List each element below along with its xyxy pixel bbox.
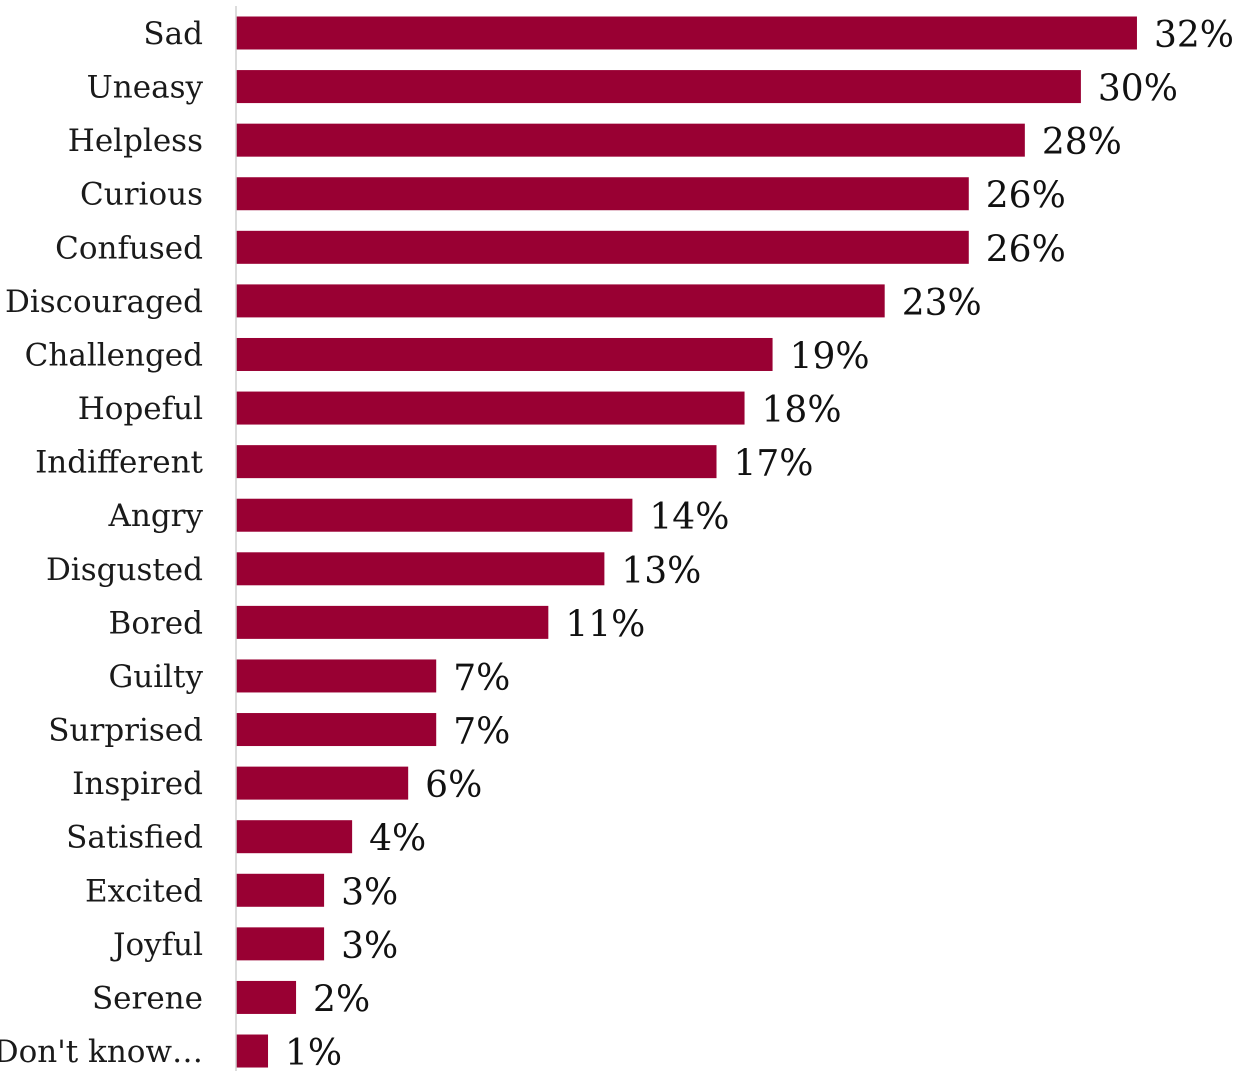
bar (236, 230, 969, 264)
value-label: 30% (1098, 69, 1178, 110)
bar (236, 70, 1081, 104)
value-label: 6% (425, 765, 482, 806)
value-labels-group: 32%30%28%26%26%23%19%18%17%14%13%11%7%7%… (285, 15, 1234, 1071)
bar (236, 16, 1137, 50)
bar (236, 337, 773, 371)
value-label: 19% (790, 336, 870, 377)
category-label: Guilty (108, 659, 203, 695)
value-label: 18% (762, 390, 842, 431)
category-label: Uneasy (87, 70, 204, 106)
value-label: 23% (902, 283, 982, 324)
category-label: Challenged (25, 337, 203, 373)
value-label: 28% (1042, 122, 1122, 163)
category-label: Sad (143, 16, 203, 52)
value-label: 3% (341, 872, 398, 913)
category-label: Helpless (68, 123, 203, 159)
category-label: Satisfied (66, 820, 203, 856)
category-label: Disgusted (46, 552, 203, 588)
value-label: 3% (341, 926, 398, 967)
category-label: Don't know… (0, 1034, 203, 1070)
category-label: Joyful (110, 927, 203, 963)
value-label: 11% (565, 604, 645, 645)
bar (236, 391, 745, 425)
category-label: Curious (80, 177, 203, 213)
bar (236, 873, 325, 907)
bar (236, 284, 885, 318)
bar (236, 177, 969, 211)
category-label: Discouraged (5, 284, 203, 320)
value-label: 7% (453, 712, 510, 753)
bar (236, 713, 437, 747)
category-label: Angry (107, 498, 203, 534)
category-label: Serene (92, 980, 203, 1016)
bar (236, 980, 297, 1014)
value-label: 26% (986, 176, 1066, 217)
category-label: Bored (109, 605, 203, 641)
bar (236, 445, 717, 479)
category-label: Indifferent (35, 445, 203, 481)
bars-group (236, 16, 1137, 1068)
value-label: 2% (313, 979, 370, 1020)
bar (236, 927, 325, 961)
value-label: 14% (649, 497, 729, 538)
category-labels-group: Sad Uneasy Helpless Curious Confused Discoura… (0, 16, 204, 1070)
category-label: Inspired (72, 766, 203, 802)
value-label: 4% (369, 819, 426, 860)
category-label: Excited (85, 873, 203, 909)
category-label: Confused (55, 230, 203, 266)
bar (236, 605, 549, 639)
bar (236, 123, 1025, 157)
category-label: Hopeful (78, 391, 203, 427)
bar (236, 552, 605, 586)
bar (236, 766, 409, 800)
value-label: 7% (453, 658, 510, 699)
value-label: 17% (734, 444, 814, 485)
bar (236, 1034, 269, 1068)
bar (236, 659, 437, 693)
value-label: 13% (621, 551, 701, 592)
value-label: 1% (285, 1033, 342, 1071)
value-label: 32% (1154, 15, 1234, 56)
category-label: Surprised (48, 713, 203, 749)
value-label: 26% (986, 229, 1066, 270)
bar (236, 498, 633, 532)
bar (236, 820, 353, 854)
